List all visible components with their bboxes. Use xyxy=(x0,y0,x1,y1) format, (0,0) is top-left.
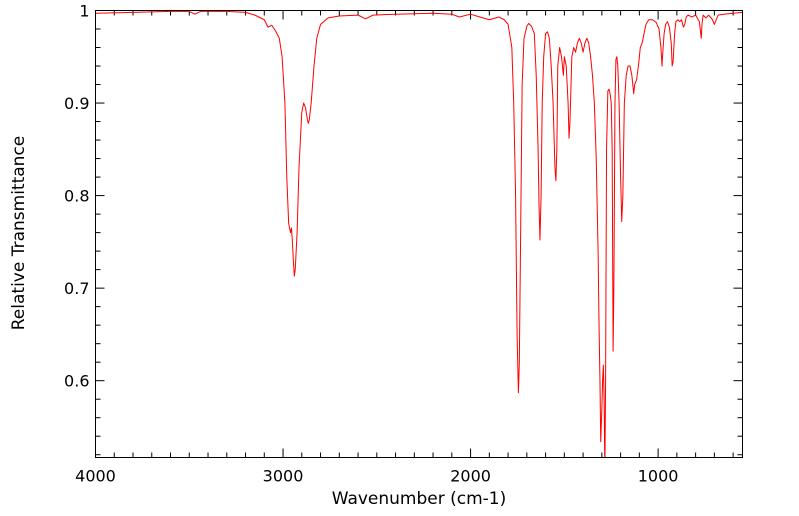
y-tick-label: 0.8 xyxy=(64,187,89,206)
y-tick-label: 0.9 xyxy=(64,94,89,113)
y-tick-label: 0.6 xyxy=(64,372,89,391)
y-axis-ticks xyxy=(95,10,743,456)
plot-frame xyxy=(95,10,743,458)
x-tick-label: 2000 xyxy=(450,467,491,486)
y-axis-title: Relative Transmittance xyxy=(9,136,29,331)
y-tick-label: 1 xyxy=(79,2,89,21)
x-tick-label: 4000 xyxy=(75,467,116,486)
x-axis-ticks xyxy=(95,10,734,458)
series-layer xyxy=(95,10,743,458)
x-tick-label: 1000 xyxy=(638,467,679,486)
x-axis-title: Wavenumber (cm-1) xyxy=(332,489,507,509)
y-axis-tick-labels: 0.6 0.7 0.8 0.9 1 xyxy=(64,2,89,391)
spectrum-line xyxy=(95,10,743,458)
y-tick-label: 0.7 xyxy=(64,279,89,298)
x-tick-label: 3000 xyxy=(263,467,304,486)
x-axis-tick-labels: 4000 3000 2000 1000 xyxy=(75,467,678,486)
